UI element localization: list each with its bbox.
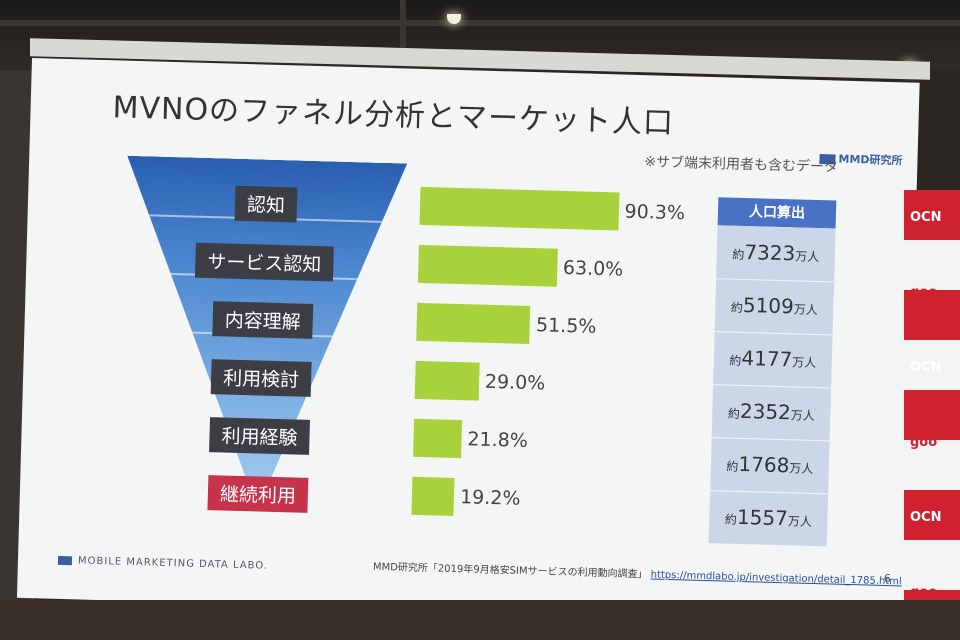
logo-text: MMD研究所 xyxy=(838,152,903,168)
population-value: 約5109万人 xyxy=(730,292,818,319)
funnel-stage-label: サービス認知 xyxy=(194,242,334,282)
population-header: 人口算出 xyxy=(717,197,837,229)
footer-brand: MOBILE MARKETING DATA LABO. xyxy=(57,555,269,572)
footer-source-text: MMD研究所「2019年9月格安SIMサービスの利用動向調査」 xyxy=(372,561,648,581)
population-divider xyxy=(710,490,829,495)
mmd-footer-icon xyxy=(57,555,73,565)
footer-url-link[interactable]: https://mmdlabo.jp/investigation/detail_… xyxy=(650,569,902,588)
funnel-stage-label: 利用経験 xyxy=(209,417,311,455)
population-value: 約2352万人 xyxy=(727,398,815,425)
population-value: 約1557万人 xyxy=(724,504,813,531)
percentage-bar xyxy=(414,360,480,401)
ocn-goo-banner: OCN goo OCN goo OCN goo xyxy=(904,190,960,640)
page-number: 6 xyxy=(883,571,891,586)
percentage-label: 51.5% xyxy=(535,314,597,338)
percentage-bar xyxy=(416,302,531,345)
percentage-label: 19.2% xyxy=(459,486,521,510)
footer-brand-text: MOBILE MARKETING DATA LABO. xyxy=(77,555,269,572)
floor xyxy=(0,600,960,640)
percentage-bar xyxy=(417,244,558,287)
percentage-label: 90.3% xyxy=(624,200,686,225)
percentage-label: 29.0% xyxy=(484,370,546,395)
population-column: 約7323万人 約5109万人 約4177万人 約2352万人 約1768万人 約1557… xyxy=(708,225,836,547)
population-value: 約7323万人 xyxy=(732,239,820,266)
funnel-stage-label: 利用検討 xyxy=(210,359,312,397)
population-divider xyxy=(716,278,835,283)
banner-logo-text: OCN xyxy=(910,510,942,525)
population-divider xyxy=(711,437,830,442)
percentage-bar xyxy=(411,476,455,516)
slide-title: MVNOのファネル分析とマーケット人口 xyxy=(112,90,675,141)
slide-note: ※サブ端末利用者も含むデータ xyxy=(644,154,839,176)
population-value: 約1768万人 xyxy=(726,451,814,478)
funnel-stage-label: 内容理解 xyxy=(212,301,314,339)
funnel-stage-label: 継続利用 xyxy=(207,475,309,513)
percentage-label: 63.0% xyxy=(562,256,624,281)
banner-logo-text: goo xyxy=(910,435,938,450)
banner-logo-text: goo xyxy=(910,585,938,600)
footer-source: MMD研究所「2019年9月格安SIMサービスの利用動向調査」 https://… xyxy=(373,558,902,588)
banner-logo-text: OCN xyxy=(910,210,942,225)
percentage-bar xyxy=(413,418,463,459)
population-divider xyxy=(714,331,833,336)
percentage-label: 21.8% xyxy=(467,428,529,452)
funnel-stage-label: 認知 xyxy=(234,185,298,223)
percentage-bar xyxy=(419,186,620,231)
banner-logo-text: OCN xyxy=(910,360,942,375)
ceiling-light xyxy=(447,14,461,24)
banner-logo-text: goo xyxy=(910,285,938,300)
projected-slide: MVNOのファネル分析とマーケット人口 MMD研究所 ※サブ端末利用者も含むデー… xyxy=(16,58,920,623)
population-divider xyxy=(713,384,832,389)
population-value: 約4177万人 xyxy=(729,345,817,372)
